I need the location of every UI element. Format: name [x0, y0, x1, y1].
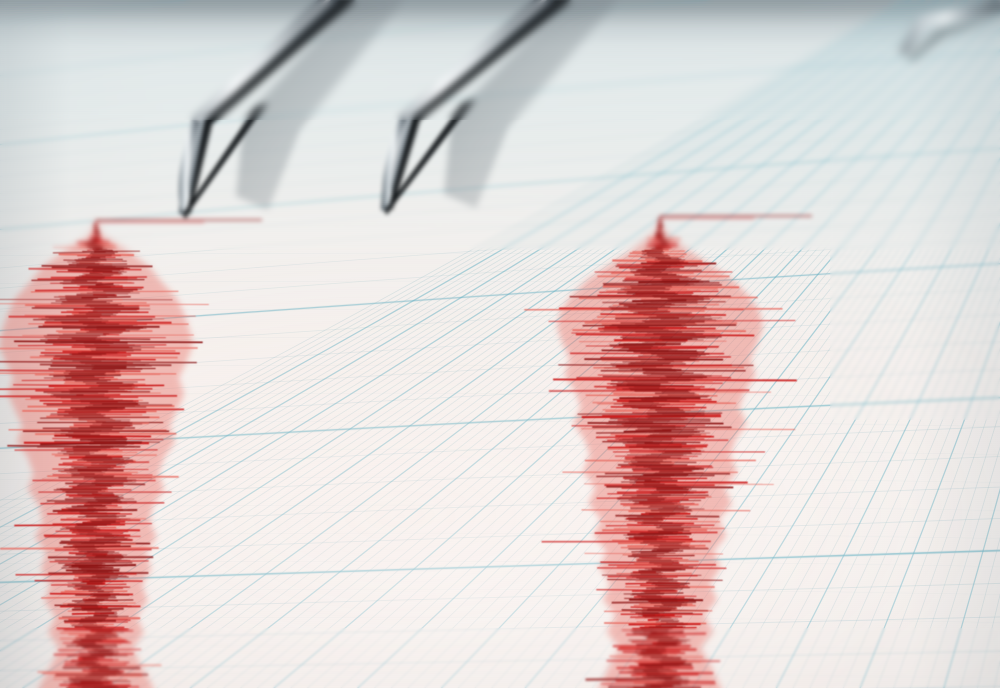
seismic-traces-svg	[0, 215, 812, 688]
seismograph-photo: Seismograph recording drum Close-up phot…	[0, 0, 1000, 688]
